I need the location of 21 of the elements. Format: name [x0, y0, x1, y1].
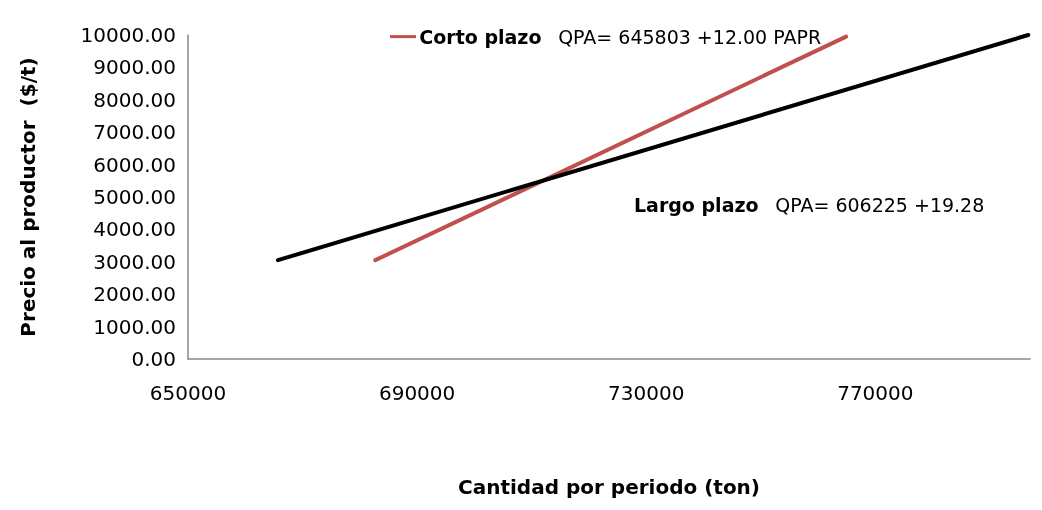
y-tick-label: 3000.00	[93, 249, 176, 274]
x-tick-label: 730000	[608, 381, 685, 405]
y-tick-label: 10000.00	[80, 23, 176, 47]
y-tick-label: 0.00	[131, 347, 176, 371]
y-tick-label: 6000.00	[93, 152, 176, 177]
y-tick-label: 8000.00	[93, 87, 176, 112]
legend-label: Corto plazo	[419, 25, 542, 48]
y-tick-label: 7000.00	[93, 120, 176, 145]
y-tick-label: 5000.00	[93, 185, 176, 209]
y-tick-label: 2000.00	[93, 282, 176, 307]
annotation: QPA= 645803 +12.00 PAPR	[558, 25, 822, 48]
y-axis-title: Precio al productor ($/t)	[16, 57, 40, 337]
y-tick-label: 1000.00	[93, 314, 176, 339]
x-tick-label: 650000	[149, 381, 227, 405]
annotation: QPA= 606225 +19.28	[775, 194, 985, 216]
x-tick-label: 770000	[837, 381, 914, 405]
x-axis-title: Cantidad por periodo (ton)	[458, 475, 760, 499]
y-tick-label: 9000.00	[93, 55, 176, 80]
x-tick-label: 690000	[378, 381, 456, 405]
y-tick-label: 4000.00	[93, 217, 176, 242]
text: Largo plazo	[633, 194, 759, 216]
